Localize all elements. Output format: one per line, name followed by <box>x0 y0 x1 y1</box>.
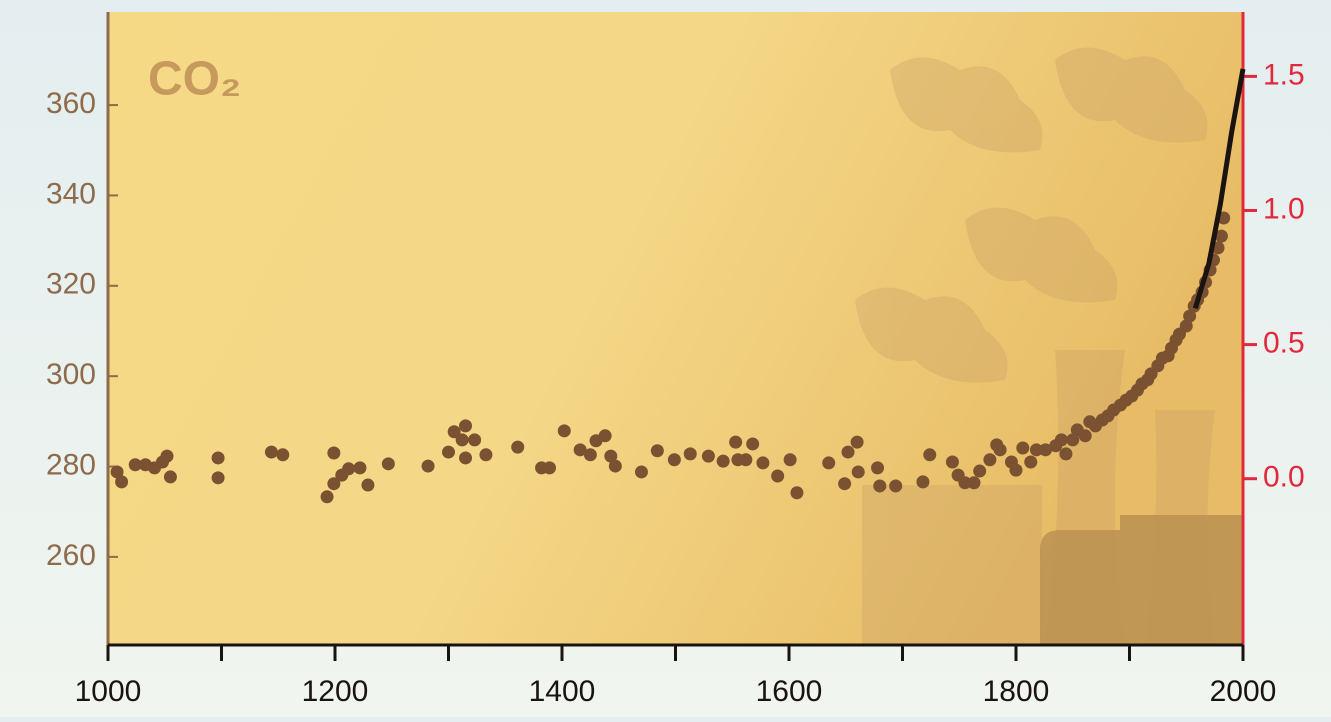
trend-line <box>1192 68 1246 310</box>
point <box>459 451 473 465</box>
point <box>650 444 664 458</box>
point <box>1024 455 1038 469</box>
x-tick-label: 1600 <box>756 675 823 708</box>
point <box>923 448 937 462</box>
point <box>841 445 855 459</box>
point <box>115 475 129 489</box>
point <box>573 443 587 457</box>
point <box>442 445 455 459</box>
point <box>993 443 1007 457</box>
y-tick-label: 260 <box>46 539 96 572</box>
point <box>128 458 142 472</box>
point <box>683 447 697 461</box>
chart-title: CO₂ <box>148 53 241 106</box>
point <box>557 424 571 438</box>
point <box>967 476 981 490</box>
point <box>973 464 987 478</box>
point <box>468 433 482 447</box>
point <box>756 456 770 470</box>
point <box>110 465 124 479</box>
point <box>320 490 334 504</box>
x-tick-label: 2000 <box>1210 675 1277 708</box>
y2-tick-label: 1.0 <box>1263 192 1305 225</box>
point <box>160 449 174 463</box>
y2-tick-label: 0.5 <box>1263 327 1305 360</box>
point <box>790 486 804 500</box>
point <box>327 477 341 491</box>
point <box>716 454 730 468</box>
point <box>729 435 743 449</box>
y-tick-label: 300 <box>46 358 96 391</box>
point <box>327 446 341 460</box>
point <box>783 453 797 467</box>
point <box>822 456 836 470</box>
point <box>851 465 865 479</box>
point <box>1183 309 1197 323</box>
point <box>771 469 785 483</box>
x-tick-label: 1000 <box>75 675 142 708</box>
point <box>264 445 278 459</box>
point <box>455 433 469 447</box>
point <box>163 470 177 484</box>
point <box>916 475 930 489</box>
x-tick-label: 1800 <box>983 675 1050 708</box>
point <box>1066 433 1080 447</box>
point <box>381 457 395 471</box>
point <box>1039 443 1053 457</box>
y2-tick-label: 0.0 <box>1263 461 1305 494</box>
y-tick-label: 320 <box>46 268 96 301</box>
point <box>479 448 493 462</box>
point <box>983 453 997 467</box>
point <box>1054 433 1068 447</box>
x-tick-label: 1200 <box>302 675 369 708</box>
point <box>211 471 225 485</box>
point <box>701 449 715 463</box>
point <box>342 462 356 476</box>
point <box>353 461 367 475</box>
point <box>1009 463 1023 477</box>
point <box>1078 429 1092 443</box>
point <box>459 419 473 433</box>
y-tick-label: 360 <box>46 87 96 120</box>
point <box>945 455 959 469</box>
truck <box>1040 515 1243 645</box>
point <box>958 476 972 490</box>
point <box>838 477 852 491</box>
point <box>889 479 903 493</box>
point <box>511 440 525 454</box>
point <box>361 478 375 492</box>
point <box>850 435 864 449</box>
point <box>1029 443 1043 457</box>
point <box>421 459 435 473</box>
y-tick-label: 340 <box>46 177 96 210</box>
x-tick-label: 1400 <box>529 675 596 708</box>
y2-tick-label: 1.5 <box>1263 58 1305 91</box>
y-tick-label: 280 <box>46 448 96 481</box>
point <box>746 437 760 451</box>
point <box>276 448 290 462</box>
point <box>634 465 648 479</box>
point <box>604 449 618 463</box>
point <box>1214 229 1228 243</box>
point <box>608 459 622 473</box>
point <box>598 429 612 443</box>
point <box>1179 319 1193 333</box>
point <box>583 448 597 462</box>
point <box>543 461 557 475</box>
point <box>1059 447 1073 461</box>
point <box>739 453 753 467</box>
point <box>1016 441 1030 455</box>
point <box>873 479 887 493</box>
point <box>447 425 461 439</box>
point <box>667 453 681 467</box>
point <box>211 451 225 465</box>
point <box>871 461 885 475</box>
